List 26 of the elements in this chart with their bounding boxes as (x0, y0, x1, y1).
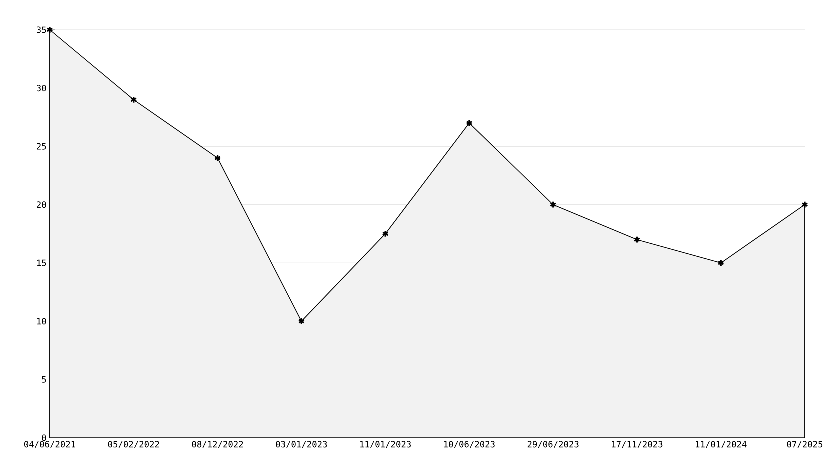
point (130, 96, 138, 104)
x-tick-label: 07/2025 (787, 441, 823, 448)
x-tick-label: 29/06/2023 (528, 441, 579, 448)
point (550, 201, 557, 209)
x-tick-label: 03/01/2023 (276, 441, 328, 448)
y-tick-label: 0 (42, 434, 46, 442)
point (298, 318, 306, 326)
point (718, 259, 724, 267)
y-tick-label: 30 (37, 85, 46, 92)
point (214, 154, 222, 162)
x-tick-label: 05/02/2022 (108, 441, 160, 448)
point (634, 236, 641, 244)
y-tick-label: 35 (37, 26, 46, 34)
y-tick-label: 15 (37, 260, 46, 266)
y-tick-label: 10 (37, 318, 46, 325)
point (466, 120, 473, 127)
point (382, 230, 389, 238)
y-tick-label: 25 (37, 143, 46, 150)
x-tick-label: 08/12/2022 (192, 441, 244, 448)
y-tick-label: 5 (42, 376, 46, 383)
x-tick-label: 17/11/2023 (612, 441, 663, 448)
x-tick-label: 04/06/2021 (24, 441, 76, 448)
x-tick-label: 11/01/2024 (696, 441, 747, 448)
x-tick-label: 10/06/2023 (444, 441, 495, 448)
x-tick-label: 11/01/2023 (360, 441, 411, 448)
y-tick-label: 20 (37, 202, 46, 208)
